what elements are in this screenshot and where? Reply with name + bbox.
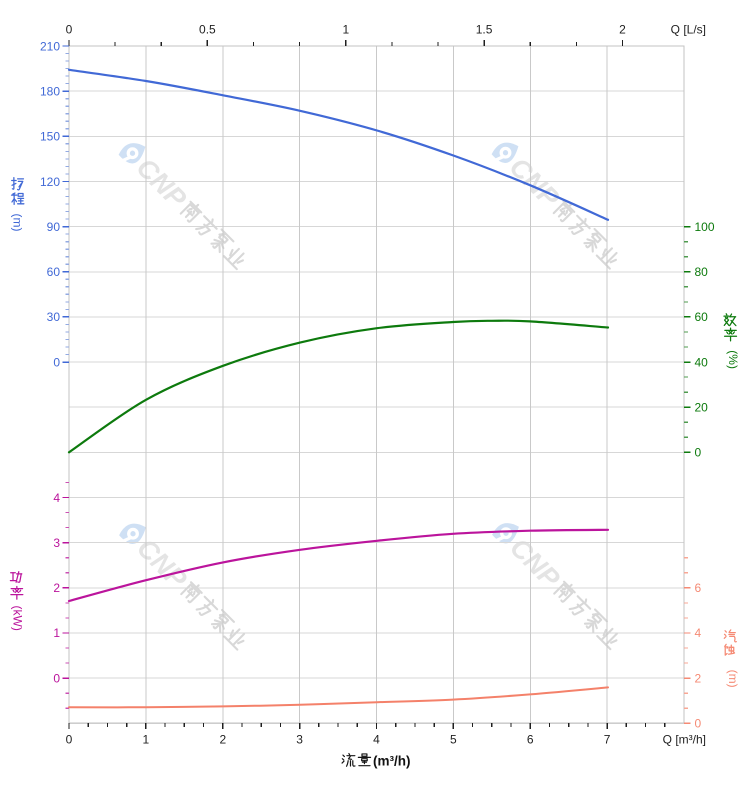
svg-text:1.5: 1.5 bbox=[476, 22, 493, 36]
svg-text:1: 1 bbox=[342, 22, 349, 36]
svg-text:Q [m³/h]: Q [m³/h] bbox=[663, 733, 706, 747]
svg-text:3: 3 bbox=[296, 733, 303, 747]
svg-text:210: 210 bbox=[40, 39, 60, 53]
svg-text:0: 0 bbox=[66, 22, 73, 36]
svg-text:4: 4 bbox=[53, 491, 60, 505]
svg-text:(m³/h): (m³/h) bbox=[373, 754, 411, 769]
svg-text:150: 150 bbox=[40, 130, 60, 144]
svg-text:120: 120 bbox=[40, 175, 60, 189]
svg-text:0: 0 bbox=[53, 355, 60, 369]
svg-text:60: 60 bbox=[695, 310, 709, 324]
svg-text:0: 0 bbox=[695, 446, 702, 460]
svg-text:0.5: 0.5 bbox=[199, 22, 216, 36]
svg-text:2: 2 bbox=[619, 22, 626, 36]
svg-text:(m): (m) bbox=[10, 214, 24, 232]
svg-text:60: 60 bbox=[47, 265, 61, 279]
svg-text:0: 0 bbox=[695, 717, 702, 731]
svg-text:90: 90 bbox=[47, 220, 61, 234]
svg-text:0: 0 bbox=[53, 671, 60, 685]
svg-text:100: 100 bbox=[695, 220, 715, 234]
svg-text:1: 1 bbox=[143, 733, 150, 747]
svg-text:(%): (%) bbox=[726, 350, 740, 369]
svg-text:6: 6 bbox=[695, 581, 702, 595]
svg-text:80: 80 bbox=[695, 265, 709, 279]
svg-text:(kW): (kW) bbox=[10, 606, 24, 631]
svg-text:2: 2 bbox=[53, 581, 60, 595]
svg-text:5: 5 bbox=[450, 733, 457, 747]
svg-text:2: 2 bbox=[219, 733, 226, 747]
svg-text:2: 2 bbox=[695, 671, 702, 685]
svg-text:1: 1 bbox=[53, 626, 60, 640]
svg-text:20: 20 bbox=[695, 401, 709, 415]
svg-text:(m): (m) bbox=[726, 670, 740, 688]
svg-text:40: 40 bbox=[695, 355, 709, 369]
svg-text:4: 4 bbox=[695, 626, 702, 640]
svg-text:Q [L/s]: Q [L/s] bbox=[671, 22, 706, 36]
svg-text:0: 0 bbox=[66, 733, 73, 747]
svg-text:180: 180 bbox=[40, 85, 60, 99]
svg-text:4: 4 bbox=[373, 733, 380, 747]
svg-text:30: 30 bbox=[47, 310, 61, 324]
svg-text:7: 7 bbox=[604, 733, 611, 747]
svg-text:3: 3 bbox=[53, 536, 60, 550]
svg-text:6: 6 bbox=[527, 733, 534, 747]
